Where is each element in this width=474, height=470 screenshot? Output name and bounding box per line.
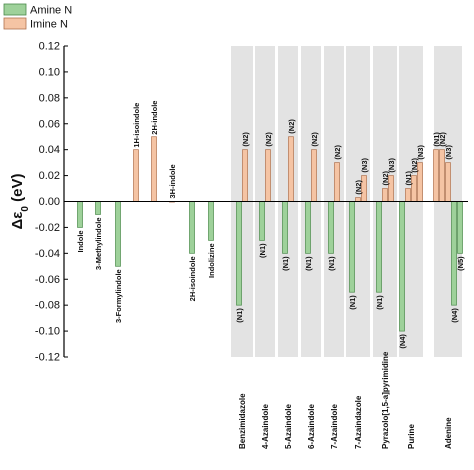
bar-tag-14-0: (N1) xyxy=(375,295,384,310)
bar-tag-11-1: (N2) xyxy=(310,132,319,147)
bar-imine-16-0 xyxy=(433,149,439,202)
category-label-14: Pyrazolo[1,5-a]pyrimidine xyxy=(381,351,390,449)
y-tick-label-8: 0.04 xyxy=(39,144,60,156)
category-label-6: 2H-isoindole xyxy=(188,256,197,301)
category-label-11: 6-Azaindole xyxy=(307,404,316,449)
category-label-5: 3H-indole xyxy=(168,164,177,198)
label-layer: Indole 3-Methylindole 3-Formylindole 1H-iso… xyxy=(76,101,465,449)
category-label-0: Indole xyxy=(76,230,85,252)
category-label-12: 7-Azaindole xyxy=(330,404,339,449)
bar-imine-3-0 xyxy=(133,149,139,202)
y-tick-label-4: -0.04 xyxy=(35,248,60,260)
y-axis-label-main: Δε xyxy=(9,212,26,230)
y-tick-label-10: 0.08 xyxy=(39,92,60,104)
legend: Amine N Imine N xyxy=(3,3,72,31)
category-label-7: Indolizine xyxy=(207,243,216,278)
bar-tag-15-1: (N1) xyxy=(404,170,413,185)
y-tick-label-9: 0.06 xyxy=(39,118,60,130)
bar-imine-15-1 xyxy=(405,188,411,202)
category-label-1: 3-Methylindole xyxy=(94,217,103,270)
bar-imine-10-1 xyxy=(288,136,294,202)
bar-tag-16-4: (N5) xyxy=(456,256,465,271)
bar-amine-6-0 xyxy=(189,201,195,254)
bar-tag-10-1: (N2) xyxy=(287,119,296,134)
y-tick-label-12: 0.12 xyxy=(39,41,60,53)
bar-imine-12-1 xyxy=(334,162,340,202)
bar-amine-10-0 xyxy=(282,201,288,254)
bar-amine-16-4 xyxy=(457,201,463,254)
bar-tag-9-0: (N1) xyxy=(258,243,267,258)
bar-amine-14-0 xyxy=(376,201,382,293)
y-axis-label-sub: 0 xyxy=(20,206,31,212)
bar-tag-8-1: (N2) xyxy=(241,132,250,147)
category-label-15: Purine xyxy=(407,424,416,449)
bar-tag-13-1: (N2) xyxy=(354,180,363,195)
bar-imine-16-2 xyxy=(445,162,451,202)
legend-label-amine: Amine N xyxy=(30,5,72,17)
bar-tag-16-0: (N1) xyxy=(432,132,441,147)
bar-imine-14-1 xyxy=(382,188,388,202)
bar-tag-15-2: (N2) xyxy=(410,157,419,172)
category-label-16: Adenine xyxy=(444,417,453,449)
y-tick-label-6: 0.00 xyxy=(39,196,60,208)
bar-tag-12-1: (N2) xyxy=(333,145,342,160)
bar-tag-16-1: (N2) xyxy=(438,132,447,147)
bar-tag-12-0: (N1) xyxy=(327,256,336,271)
bar-tag-16-3: (N4) xyxy=(450,308,459,323)
category-label-3: 1H-isoindole xyxy=(132,103,141,148)
category-label-13: 7-Azaindazole xyxy=(354,395,363,449)
bar-amine-0-0 xyxy=(77,201,83,228)
bar-amine-2-0 xyxy=(115,201,121,267)
y-tick-label-3: -0.06 xyxy=(35,274,60,286)
y-tick-label-2: -0.08 xyxy=(35,300,60,312)
bar-tag-10-0: (N1) xyxy=(281,256,290,271)
bar-amine-7-0 xyxy=(208,201,214,241)
category-label-2: 3-Formylindole xyxy=(114,269,123,323)
y-tick-label-1: -0.10 xyxy=(35,326,60,338)
bar-tag-13-0: (N1) xyxy=(348,295,357,310)
bar-tag-15-0: (N4) xyxy=(398,334,407,349)
bar-amine-16-3 xyxy=(451,201,457,306)
axis-layer: -0.12 -0.10 -0.08 -0.06 -0.04 -0.02 0.00 0.02 0.… xyxy=(9,41,468,364)
bar-amine-1-0 xyxy=(95,201,101,215)
bar-imine-11-1 xyxy=(311,149,317,202)
legend-swatch-amine xyxy=(3,3,27,16)
category-label-4: 2H-indole xyxy=(150,101,159,135)
bar-tag-14-1: (N2) xyxy=(381,170,390,185)
bar-tag-13-2: (N3) xyxy=(360,157,369,172)
bar-imine-8-1 xyxy=(242,149,248,202)
y-axis-label: Δε0 (eV) xyxy=(9,174,31,230)
bar-tag-11-0: (N1) xyxy=(304,256,313,271)
y-tick-label-11: 0.10 xyxy=(39,66,60,78)
bar-amine-15-0 xyxy=(399,201,405,332)
bar-amine-9-0 xyxy=(259,201,265,241)
bar-layer xyxy=(77,136,463,332)
y-tick-label-7: 0.02 xyxy=(39,170,60,182)
bar-imine-13-1 xyxy=(355,197,361,202)
bar-imine-9-1 xyxy=(265,149,271,202)
category-label-8: Benzimidazole xyxy=(238,393,247,449)
y-axis-label-unit: (eV) xyxy=(9,174,26,207)
category-label-10: 5-Azaindole xyxy=(284,404,293,449)
bar-tag-8-0: (N1) xyxy=(235,308,244,323)
bar-amine-8-0 xyxy=(236,201,242,306)
category-label-9: 4-Azaindole xyxy=(261,404,270,449)
legend-label-imine: Imine N xyxy=(30,19,68,31)
legend-swatch-imine xyxy=(3,17,27,30)
bar-amine-12-0 xyxy=(328,201,334,254)
bar-tag-16-2: (N3) xyxy=(444,145,453,160)
y-tick-label-0: -0.12 xyxy=(35,352,60,364)
bar-amine-13-0 xyxy=(349,201,355,293)
bar-tag-14-2: (N3) xyxy=(387,157,396,172)
bar-amine-11-0 xyxy=(305,201,311,254)
bar-tag-15-3: (N3) xyxy=(416,145,425,160)
bar-imine-4-0 xyxy=(151,136,157,202)
y-tick-label-5: -0.02 xyxy=(35,222,60,234)
bar-tag-9-1: (N2) xyxy=(264,132,273,147)
